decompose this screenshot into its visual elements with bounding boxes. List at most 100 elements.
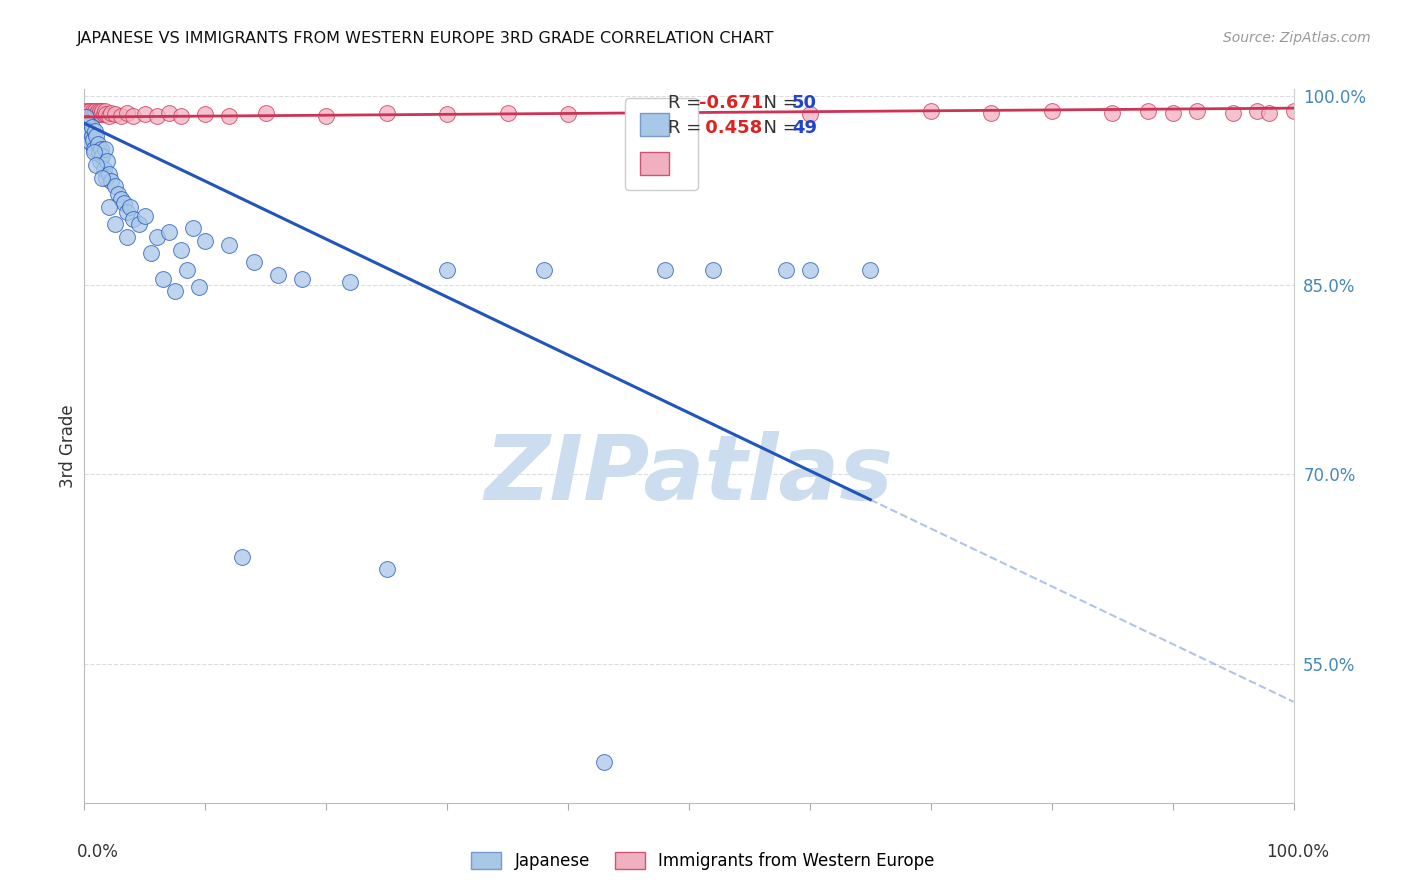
- Point: [165, 285, 187, 299]
- Point: [77, 133, 100, 147]
- Point: [181, 221, 204, 235]
- Text: 100.0%: 100.0%: [1265, 843, 1329, 861]
- Point: [920, 103, 942, 118]
- Point: [799, 107, 821, 121]
- Point: [121, 212, 143, 227]
- Legend: , : ,: [626, 98, 697, 190]
- Point: [702, 262, 724, 277]
- Point: [128, 218, 150, 232]
- Point: [86, 107, 108, 121]
- Text: JAPANESE VS IMMIGRANTS FROM WESTERN EUROPE 3RD GRADE CORRELATION CHART: JAPANESE VS IMMIGRANTS FROM WESTERN EURO…: [77, 31, 775, 46]
- Text: 50: 50: [792, 95, 817, 112]
- Point: [110, 109, 132, 123]
- Point: [96, 154, 118, 169]
- Point: [115, 204, 138, 219]
- Point: [84, 103, 107, 118]
- Point: [77, 107, 100, 121]
- Legend: Japanese, Immigrants from Western Europe: Japanese, Immigrants from Western Europe: [464, 845, 942, 877]
- Point: [110, 192, 132, 206]
- Point: [86, 128, 108, 143]
- Point: [104, 179, 127, 194]
- Point: [188, 280, 211, 294]
- Text: N =: N =: [752, 120, 803, 137]
- Point: [139, 246, 162, 260]
- Point: [115, 106, 138, 120]
- Point: [436, 262, 458, 277]
- Point: [231, 549, 253, 564]
- Text: R =: R =: [668, 120, 707, 137]
- Point: [90, 107, 112, 121]
- Point: [218, 237, 240, 252]
- Point: [79, 127, 101, 141]
- Point: [90, 142, 112, 156]
- Point: [75, 110, 97, 124]
- Point: [678, 106, 700, 120]
- Point: [94, 170, 117, 185]
- Point: [83, 142, 105, 156]
- Point: [375, 562, 398, 576]
- Point: [157, 106, 180, 120]
- Point: [104, 107, 127, 121]
- Point: [94, 142, 117, 156]
- Point: [654, 262, 676, 277]
- Point: [242, 255, 264, 269]
- Point: [980, 106, 1002, 120]
- Point: [91, 103, 114, 118]
- Point: [146, 109, 169, 123]
- Point: [775, 262, 797, 277]
- Point: [94, 107, 117, 121]
- Point: [87, 107, 110, 121]
- Point: [557, 107, 579, 121]
- Point: [121, 109, 143, 123]
- Point: [112, 195, 135, 210]
- Point: [84, 124, 107, 138]
- Point: [134, 209, 156, 223]
- Point: [496, 106, 519, 120]
- Point: [859, 262, 882, 277]
- Point: [339, 276, 361, 290]
- Point: [97, 109, 120, 123]
- Point: [146, 230, 169, 244]
- Point: [194, 107, 217, 121]
- Point: [115, 230, 138, 244]
- Text: Source: ZipAtlas.com: Source: ZipAtlas.com: [1223, 31, 1371, 45]
- Point: [76, 116, 98, 130]
- Text: 0.0%: 0.0%: [77, 843, 120, 861]
- Point: [86, 136, 108, 151]
- Point: [91, 149, 114, 163]
- Point: [1161, 106, 1184, 120]
- Point: [375, 106, 398, 120]
- Point: [100, 174, 122, 188]
- Point: [254, 106, 277, 120]
- Point: [76, 107, 98, 121]
- Text: N =: N =: [752, 95, 803, 112]
- Point: [86, 103, 108, 118]
- Point: [170, 109, 193, 123]
- Point: [94, 103, 117, 118]
- Point: [170, 243, 193, 257]
- Text: R =: R =: [668, 95, 707, 112]
- Point: [75, 103, 97, 118]
- Point: [83, 107, 105, 121]
- Y-axis label: 3rd Grade: 3rd Grade: [59, 404, 77, 488]
- Point: [533, 262, 555, 277]
- Point: [79, 135, 101, 149]
- Point: [315, 109, 337, 123]
- Point: [291, 271, 314, 285]
- Point: [120, 200, 142, 214]
- Point: [107, 187, 129, 202]
- Point: [86, 158, 108, 172]
- Text: -0.671: -0.671: [699, 95, 763, 112]
- Point: [77, 128, 100, 143]
- Text: ZIPatlas: ZIPatlas: [485, 431, 893, 518]
- Point: [77, 103, 100, 118]
- Point: [83, 145, 105, 160]
- Point: [80, 120, 103, 134]
- Point: [80, 128, 103, 143]
- Point: [436, 107, 458, 121]
- Point: [1185, 103, 1208, 118]
- Text: 0.458: 0.458: [699, 120, 762, 137]
- Point: [82, 103, 104, 118]
- Point: [97, 167, 120, 181]
- Point: [89, 154, 111, 169]
